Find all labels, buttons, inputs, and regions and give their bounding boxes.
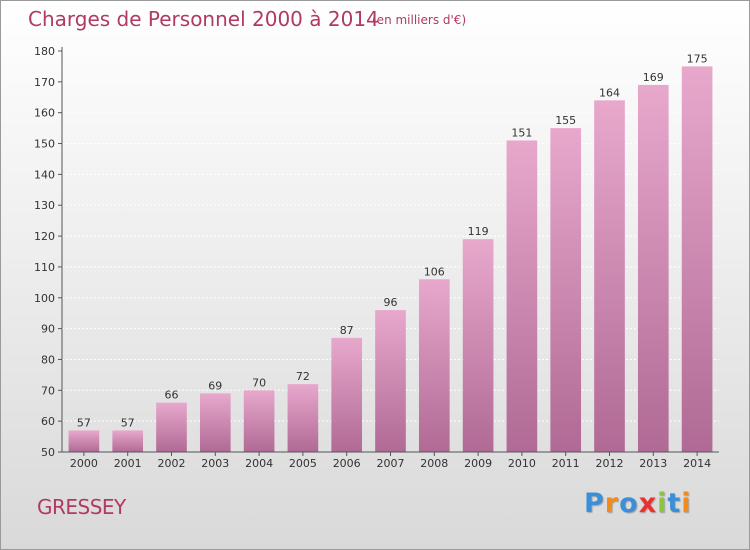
bar: [550, 128, 582, 452]
x-tick-label: 2014: [683, 457, 711, 470]
bar-value-label: 106: [424, 265, 445, 278]
bar: [331, 337, 363, 452]
bar-value-label: 57: [77, 416, 91, 429]
x-tick-label: 2005: [289, 457, 317, 470]
bar-value-label: 70: [252, 376, 266, 389]
bar-value-label: 164: [599, 86, 620, 99]
bar: [287, 384, 319, 452]
bar: [506, 140, 538, 452]
x-tick-label: 2000: [70, 457, 98, 470]
x-tick-label: 2012: [596, 457, 624, 470]
bar: [637, 84, 669, 452]
logo-letter: P: [584, 488, 605, 519]
x-tick-label: 2003: [201, 457, 229, 470]
bar-value-label: 69: [208, 379, 222, 392]
y-tick-label: 100: [34, 292, 55, 305]
logo-letter: t: [667, 488, 682, 519]
y-tick-label: 110: [34, 261, 55, 274]
bar-value-label: 155: [555, 114, 576, 127]
bar-value-label: 151: [511, 126, 532, 139]
y-tick-label: 120: [34, 230, 55, 243]
bar: [68, 430, 100, 452]
axes: 50 60 70 80 90 100 110 120 130 140 150 160 170 180 200…: [34, 45, 719, 470]
x-tick-label: 2011: [552, 457, 580, 470]
bar-value-label: 66: [165, 389, 179, 402]
x-tick-label: 2001: [114, 457, 142, 470]
x-tick-label: 2008: [420, 457, 448, 470]
bar: [418, 279, 450, 452]
y-tick-label: 150: [34, 138, 55, 151]
y-tick-label: 140: [34, 168, 55, 181]
bar-value-label: 169: [643, 71, 664, 84]
bar: [681, 66, 713, 452]
bars: 57 57 66 69 70 72 87 96 106 119 151 155 164 169 175: [68, 52, 713, 452]
y-tick-label: 90: [41, 323, 55, 336]
y-tick-label: 60: [41, 415, 55, 428]
x-tick-label: 2004: [245, 457, 273, 470]
bar: [594, 100, 625, 452]
y-tick-label: 50: [41, 446, 55, 459]
bar: [112, 430, 144, 452]
logo-letter: i: [657, 488, 668, 519]
x-tick-label: 2009: [464, 457, 492, 470]
bar-value-label: 87: [340, 324, 354, 337]
bar-value-label: 119: [468, 225, 489, 238]
y-tick-label: 80: [41, 353, 55, 366]
logo-letter: r: [604, 488, 620, 519]
bar: [156, 402, 187, 452]
y-tick-label: 170: [34, 76, 55, 89]
x-tick-label: 2002: [158, 457, 186, 470]
bar-value-label: 72: [296, 370, 310, 383]
chart-unit-label: (en milliers d'€): [372, 13, 467, 27]
logo-letter: x: [638, 488, 658, 519]
bar-value-label: 57: [121, 416, 135, 429]
proxiti-logo: Proxiti: [584, 488, 692, 519]
y-tick-label: 180: [34, 45, 55, 58]
bar-value-label: 175: [687, 52, 708, 65]
chart-title: Charges de Personnel 2000 à 2014: [28, 7, 379, 31]
bar: [243, 390, 275, 452]
logo-letter: o: [619, 488, 639, 519]
bar: [462, 239, 494, 452]
x-tick-label: 2010: [508, 457, 536, 470]
y-tick-label: 160: [34, 107, 55, 120]
x-tick-label: 2013: [639, 457, 667, 470]
x-tick-label: 2007: [377, 457, 405, 470]
bar: [375, 310, 406, 452]
y-tick-label: 70: [41, 384, 55, 397]
commune-name: GRESSEY: [37, 495, 126, 519]
logo-letter: i: [681, 488, 692, 519]
bar: [199, 393, 231, 452]
bar-value-label: 96: [384, 296, 398, 309]
x-tick-label: 2006: [333, 457, 361, 470]
y-tick-label: 130: [34, 199, 55, 212]
